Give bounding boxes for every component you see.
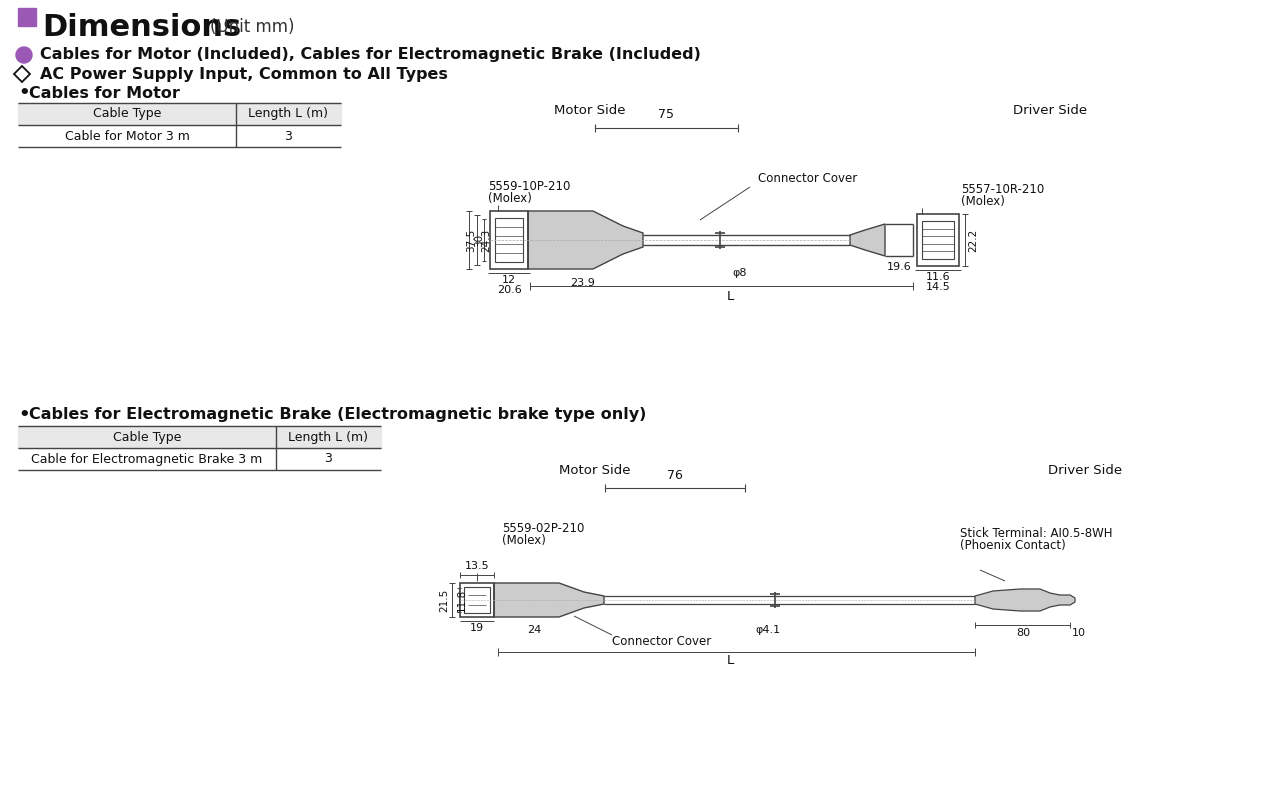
Text: 23.9: 23.9 xyxy=(571,278,595,288)
Text: Cables for Motor: Cables for Motor xyxy=(29,86,180,100)
Bar xyxy=(495,218,524,262)
Bar xyxy=(465,587,490,613)
Text: L: L xyxy=(726,290,733,303)
Text: 24.3: 24.3 xyxy=(481,228,492,252)
Text: 11.6: 11.6 xyxy=(925,272,950,282)
Text: 19: 19 xyxy=(470,623,484,633)
Text: 75: 75 xyxy=(658,108,675,121)
Bar xyxy=(18,8,36,26)
Text: (Unit mm): (Unit mm) xyxy=(210,18,294,36)
Bar xyxy=(18,426,381,448)
Bar xyxy=(18,103,340,125)
Text: Driver Side: Driver Side xyxy=(1012,103,1087,117)
Text: Cable Type: Cable Type xyxy=(93,107,161,121)
Text: 30: 30 xyxy=(474,234,484,246)
Bar xyxy=(490,211,529,269)
Polygon shape xyxy=(975,589,1075,611)
Text: Cable for Motor 3 m: Cable for Motor 3 m xyxy=(64,130,189,142)
Text: 19.6: 19.6 xyxy=(887,262,911,272)
Text: 5557-10R-210: 5557-10R-210 xyxy=(961,183,1044,196)
Text: (Molex): (Molex) xyxy=(502,534,545,547)
Text: 10: 10 xyxy=(1073,628,1085,638)
Text: 21.5: 21.5 xyxy=(439,588,449,611)
Text: 13.5: 13.5 xyxy=(465,561,489,571)
Text: 14.5: 14.5 xyxy=(925,282,950,292)
Text: •: • xyxy=(18,406,29,424)
Text: 80: 80 xyxy=(1016,628,1030,638)
Text: Length L (m): Length L (m) xyxy=(288,431,369,444)
Text: 3: 3 xyxy=(325,452,333,466)
Text: 5559-10P-210: 5559-10P-210 xyxy=(488,180,571,193)
Text: Stick Terminal: AI0.5-8WH: Stick Terminal: AI0.5-8WH xyxy=(960,527,1112,540)
Text: AC Power Supply Input, Common to All Types: AC Power Supply Input, Common to All Typ… xyxy=(40,67,448,82)
Text: φ8: φ8 xyxy=(732,268,748,278)
Text: 76: 76 xyxy=(667,469,684,482)
Text: (Molex): (Molex) xyxy=(488,192,532,205)
Text: φ4.1: φ4.1 xyxy=(755,625,781,635)
Text: 3: 3 xyxy=(284,130,292,142)
Text: 22.2: 22.2 xyxy=(968,228,978,252)
Text: Motor Side: Motor Side xyxy=(554,103,626,117)
Bar xyxy=(460,583,494,617)
Text: 11.8: 11.8 xyxy=(457,588,467,611)
Bar xyxy=(916,214,959,266)
Text: Dimensions: Dimensions xyxy=(42,13,241,41)
Text: L: L xyxy=(726,654,733,667)
Text: Driver Side: Driver Side xyxy=(1048,463,1123,476)
Text: (Phoenix Contact): (Phoenix Contact) xyxy=(960,539,1066,552)
Polygon shape xyxy=(494,583,604,617)
Text: (Molex): (Molex) xyxy=(961,195,1005,208)
Circle shape xyxy=(15,47,32,63)
Text: Cable for Electromagnetic Brake 3 m: Cable for Electromagnetic Brake 3 m xyxy=(32,452,262,466)
Text: 5559-02P-210: 5559-02P-210 xyxy=(502,522,585,535)
Text: Length L (m): Length L (m) xyxy=(248,107,329,121)
Text: 37.5: 37.5 xyxy=(466,228,476,252)
Text: Cable Type: Cable Type xyxy=(113,431,182,444)
Text: Cables for Motor (Included), Cables for Electromagnetic Brake (Included): Cables for Motor (Included), Cables for … xyxy=(40,48,701,63)
Text: Motor Side: Motor Side xyxy=(559,463,631,476)
Text: 12: 12 xyxy=(502,275,516,285)
Polygon shape xyxy=(850,224,884,256)
Polygon shape xyxy=(529,211,643,269)
Text: 24: 24 xyxy=(527,625,541,635)
Text: Cables for Electromagnetic Brake (Electromagnetic brake type only): Cables for Electromagnetic Brake (Electr… xyxy=(29,408,646,422)
Text: Connector Cover: Connector Cover xyxy=(612,635,712,648)
Bar xyxy=(922,221,954,259)
Text: •: • xyxy=(18,84,29,102)
Text: Connector Cover: Connector Cover xyxy=(758,172,858,185)
Text: 20.6: 20.6 xyxy=(497,285,521,295)
